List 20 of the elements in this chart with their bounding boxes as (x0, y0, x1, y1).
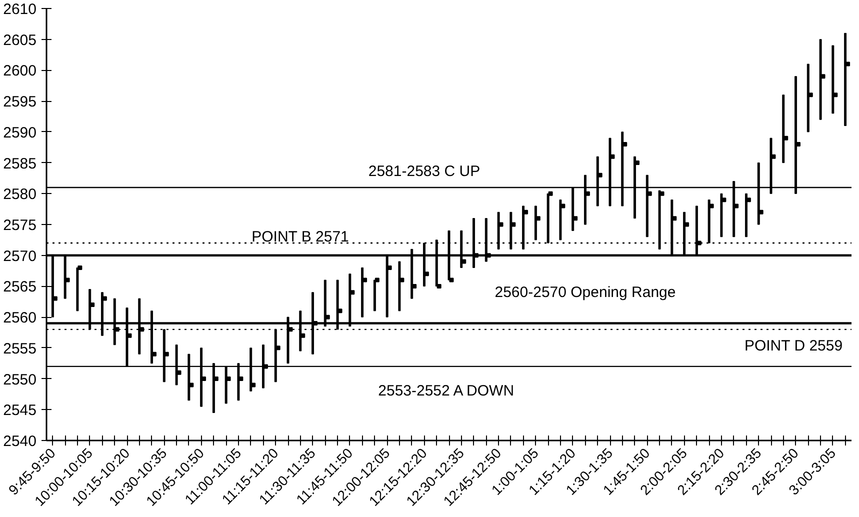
y-tick-label: 2580 (3, 186, 37, 204)
y-tick-label: 2600 (3, 62, 37, 80)
ref-line-label: 2581-2583 C UP (368, 162, 480, 180)
y-tick-label: 2575 (3, 217, 37, 234)
y-tick-label: 2555 (3, 340, 37, 358)
y-tick-label: 2545 (3, 402, 37, 420)
y-tick-label: 2585 (3, 155, 37, 172)
y-tick-label: 2595 (3, 94, 37, 111)
y-tick-label: 2540 (3, 433, 37, 450)
ref-line-label: POINT D 2559 (744, 338, 843, 355)
y-tick-label: 2550 (3, 371, 37, 388)
y-tick-label: 2565 (3, 278, 37, 296)
y-tick-label: 2570 (3, 248, 37, 265)
y-tick-label: 2590 (3, 124, 37, 142)
ref-line-label: 2553-2552 A DOWN (378, 382, 514, 400)
ref-line-label: POINT B 2571 (252, 228, 349, 246)
y-tick-label: 2605 (3, 32, 37, 49)
ref-line-label: 2560-2570 Opening Range (494, 284, 676, 301)
y-tick-label: 2560 (3, 310, 37, 327)
y-tick-label: 2610 (3, 1, 37, 18)
